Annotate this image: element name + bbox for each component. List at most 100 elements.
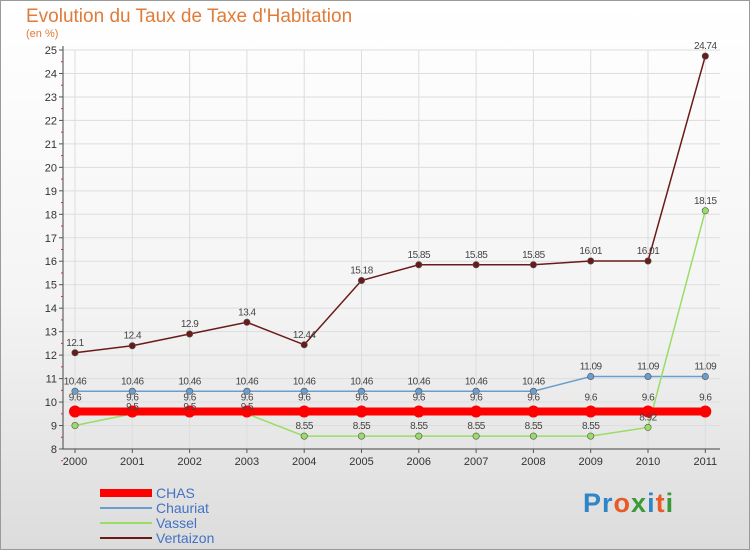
data-label-Vertaizon-2003: 13.4: [238, 307, 256, 318]
logo-letter: x: [631, 488, 648, 518]
x-tick-label-2005: 2005: [349, 456, 373, 468]
chart-subtitle: (en %): [26, 28, 59, 40]
point-Vertaizon-2009: [587, 257, 595, 265]
point-CHAS-2000: [69, 405, 81, 418]
data-label-Vertaizon-2005: 15.18: [350, 265, 373, 276]
point-CHAS-2009: [584, 405, 597, 418]
logo-letter: P: [583, 488, 603, 518]
data-label-CHAS-2004: 9.6: [298, 392, 311, 403]
point-Chauriat-2008: [529, 387, 537, 395]
legend-label-Vassel: Vassel: [156, 515, 197, 531]
data-label-Vassel-2003: 9.5: [241, 402, 254, 413]
x-tick-label-2009: 2009: [578, 456, 602, 468]
data-label-Chauriat-2003: 10.46: [236, 376, 259, 387]
data-label-Chauriat-2002: 10.46: [178, 376, 201, 387]
point-CHAS-2010: [642, 405, 654, 418]
data-label-Vassel-2002: 9.5: [183, 402, 196, 413]
x-tick-label-2007: 2007: [464, 456, 488, 468]
data-label-Chauriat-2009: 11.09: [580, 361, 603, 372]
point-Vassel-2011: [701, 207, 709, 215]
y-tick-label-22: 22: [45, 115, 57, 127]
x-tick-label-2000: 2000: [63, 456, 87, 468]
x-tick-label-2003: 2003: [235, 456, 259, 468]
x-tick-label-2010: 2010: [636, 456, 660, 468]
point-Vertaizon-2000: [71, 349, 79, 357]
chart-title: Evolution du Taux de Taxe d'Habitation: [26, 6, 353, 27]
point-Chauriat-2006: [415, 387, 423, 395]
data-label-Chauriat-2004: 10.46: [293, 376, 316, 387]
x-tick-label-2008: 2008: [521, 456, 545, 468]
point-CHAS-2011: [699, 405, 712, 418]
data-label-Vassel-2004: 8.55: [295, 421, 313, 432]
data-label-CHAS-2010: 9.6: [642, 392, 655, 403]
data-label-Chauriat-2001: 10.46: [121, 376, 144, 387]
point-Chauriat-2010: [644, 372, 652, 380]
point-Vertaizon-2002: [186, 330, 194, 338]
y-tick-label-8: 8: [51, 444, 57, 456]
point-Chauriat-2005: [357, 387, 365, 395]
point-Vertaizon-2003: [243, 318, 251, 326]
point-Vertaizon-2004: [300, 341, 308, 349]
data-label-CHAS-2000: 9.6: [69, 392, 82, 403]
data-label-Chauriat-2010: 11.09: [637, 361, 660, 372]
x-tick-label-2004: 2004: [292, 456, 316, 468]
point-CHAS-2005: [355, 405, 368, 418]
data-label-CHAS-2001: 9.6: [126, 392, 139, 403]
logo-letter: i: [647, 488, 656, 518]
point-Vertaizon-2001: [128, 342, 136, 350]
point-Vassel-2010: [644, 423, 652, 431]
data-label-Chauriat-2008: 10.46: [522, 376, 545, 387]
data-label-Chauriat-2005: 10.46: [350, 376, 373, 387]
y-tick-label-13: 13: [45, 327, 57, 339]
x-tick-label-2011: 2011: [693, 456, 717, 468]
y-tick-label-15: 15: [45, 280, 57, 292]
y-tick-label-16: 16: [45, 256, 57, 268]
point-Vassel-2007: [472, 432, 480, 440]
y-tick-label-12: 12: [45, 350, 57, 362]
point-Chauriat-2004: [300, 387, 308, 395]
y-tick-label-9: 9: [51, 421, 57, 433]
point-CHAS-2004: [298, 405, 311, 418]
data-label-Vassel-2011: 18.15: [694, 196, 717, 207]
point-Vassel-2006: [415, 432, 423, 440]
point-Chauriat-2007: [472, 387, 480, 395]
data-label-Chauriat-2007: 10.46: [465, 376, 488, 387]
legend-label-Vertaizon: Vertaizon: [156, 530, 214, 546]
series-group: [69, 52, 712, 440]
data-label-Chauriat-2006: 10.46: [408, 376, 431, 387]
data-label-Vertaizon-2007: 15.85: [465, 250, 488, 261]
point-Vassel-2008: [529, 432, 537, 440]
data-label-CHAS-2005: 9.6: [355, 392, 368, 403]
data-label-CHAS-2008: 9.6: [527, 392, 540, 403]
data-label-CHAS-2009: 9.6: [584, 392, 597, 403]
data-label-Chauriat-2011: 11.09: [694, 361, 717, 372]
x-axis-ticks: 2000 2001 2002 2003 2004 2005 2006 2007 2008 2009…: [63, 449, 717, 468]
y-tick-label-17: 17: [45, 233, 57, 245]
y-tick-label-21: 21: [45, 139, 57, 151]
grid: [63, 49, 720, 450]
data-label-Vassel-2009: 8.55: [582, 421, 600, 432]
y-tick-label-11: 11: [46, 374, 57, 386]
data-label-Vertaizon-2008: 15.85: [522, 250, 545, 261]
point-Vertaizon-2011: [701, 52, 709, 60]
point-CHAS-2003: [240, 405, 253, 418]
point-CHAS-2006: [412, 405, 425, 418]
point-Vertaizon-2006: [415, 261, 423, 269]
data-label-Vassel-2007: 8.55: [467, 421, 485, 432]
point-Vertaizon-2005: [357, 276, 365, 284]
y-tick-label-23: 23: [45, 92, 57, 104]
legend-label-CHAS: CHAS: [156, 485, 195, 501]
y-tick-label-10: 10: [45, 397, 57, 409]
data-label-Vertaizon-2000: 12.1: [66, 338, 84, 349]
data-label-Vassel-2010: 8.92: [639, 412, 657, 423]
point-CHAS-2002: [183, 405, 196, 418]
proxiti-logo: Proxiti: [583, 488, 674, 519]
point-Vassel-2000: [71, 422, 79, 430]
x-tick-label-2006: 2006: [407, 456, 431, 468]
point-Vertaizon-2010: [644, 257, 652, 265]
point-Vassel-2005: [357, 432, 365, 440]
axes: [62, 46, 720, 450]
logo-letter: o: [613, 488, 632, 518]
